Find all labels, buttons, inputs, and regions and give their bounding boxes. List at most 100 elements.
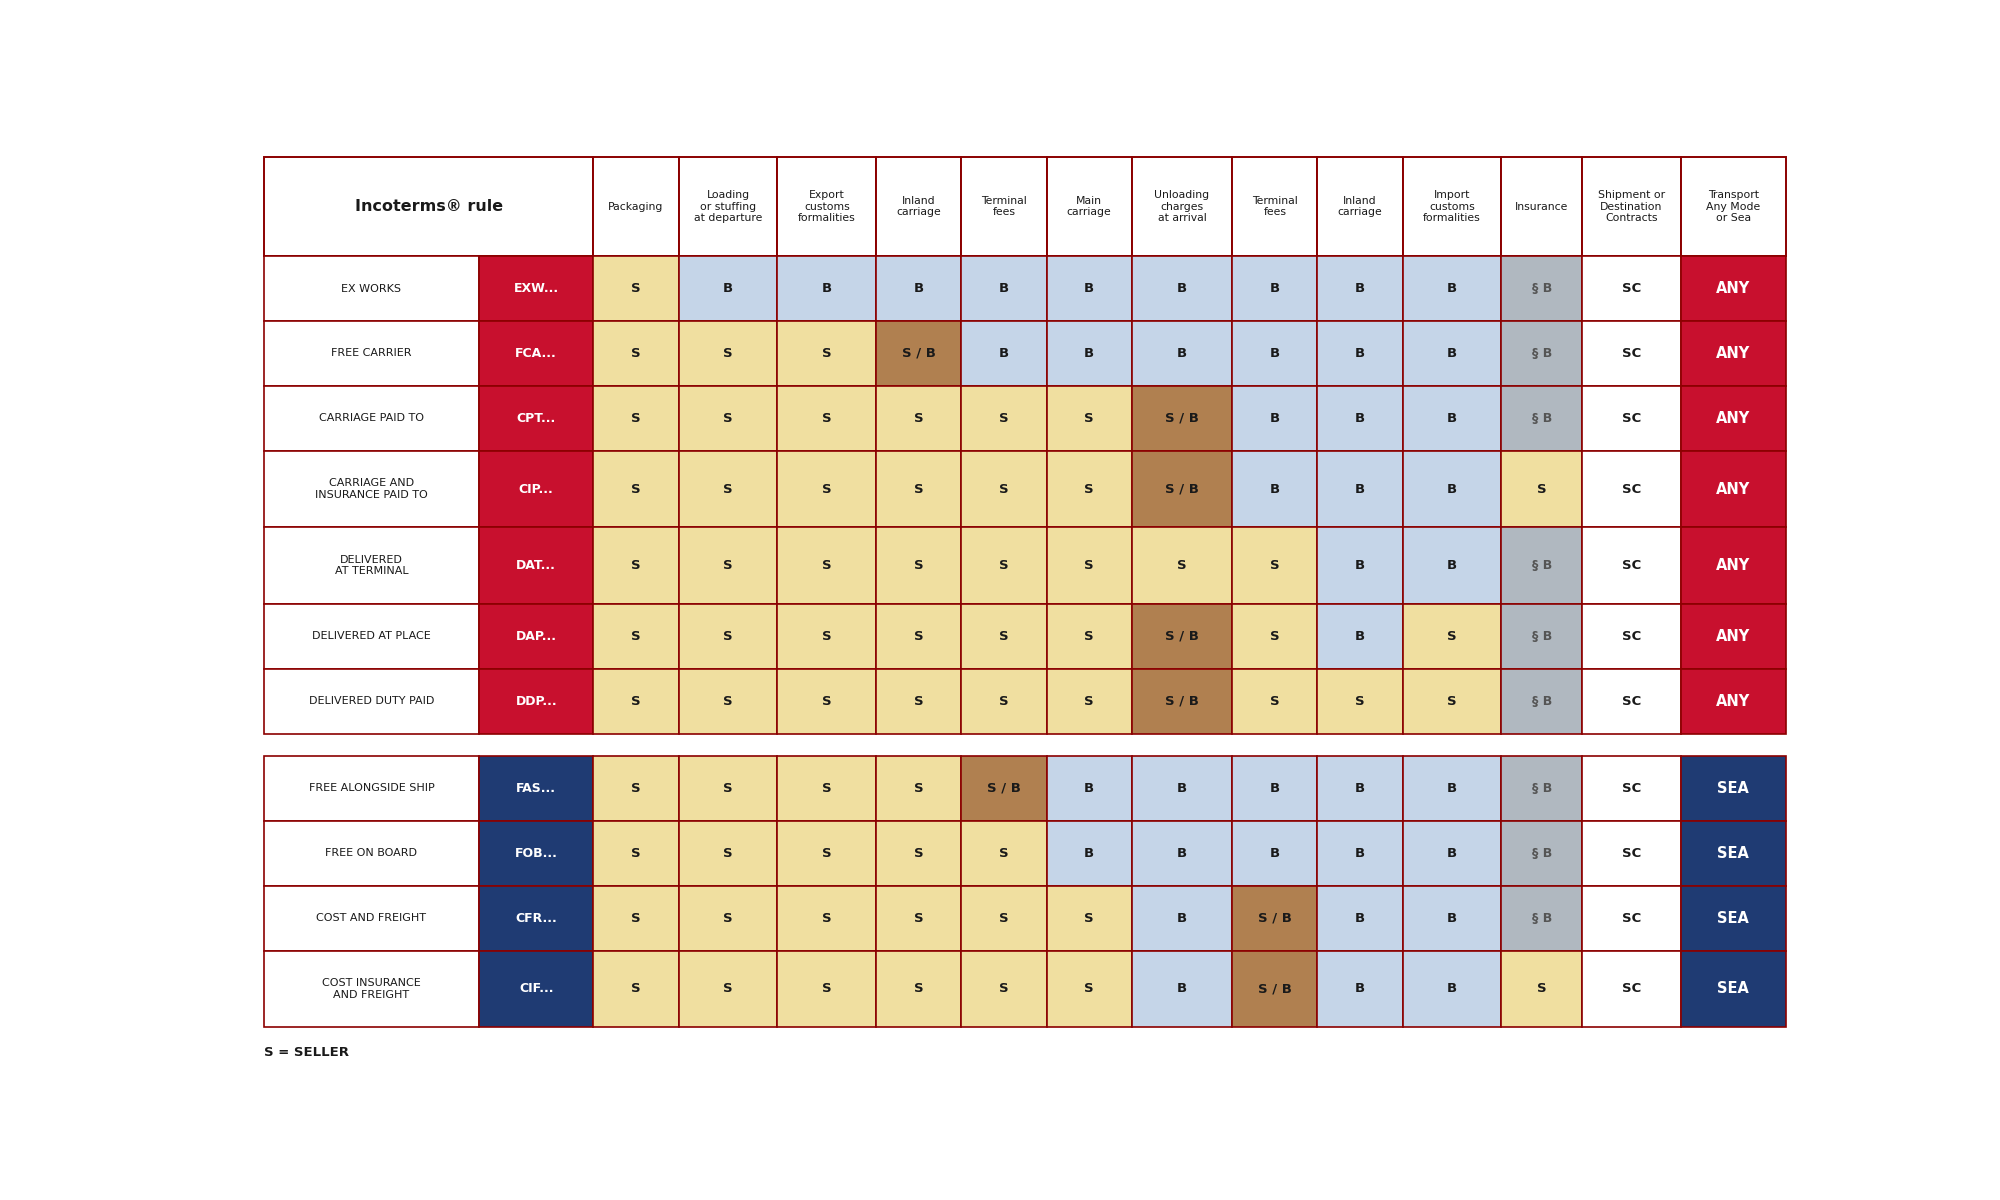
Text: SC: SC bbox=[1622, 412, 1640, 425]
Text: S: S bbox=[1000, 482, 1008, 496]
Text: B: B bbox=[1084, 782, 1094, 794]
Bar bbox=[1046, 886, 1132, 950]
Bar bbox=[1502, 604, 1582, 668]
Bar bbox=[1318, 950, 1402, 1027]
Bar bbox=[1402, 322, 1502, 386]
Bar bbox=[1582, 451, 1680, 527]
Bar bbox=[678, 527, 778, 604]
Bar bbox=[778, 256, 876, 322]
Text: ANY: ANY bbox=[1716, 629, 1750, 643]
Text: S: S bbox=[1448, 695, 1456, 708]
Text: SC: SC bbox=[1622, 630, 1640, 643]
Text: ANY: ANY bbox=[1716, 481, 1750, 497]
Bar bbox=[876, 386, 962, 451]
Bar bbox=[1402, 386, 1502, 451]
Text: SC: SC bbox=[1622, 695, 1640, 708]
Bar bbox=[264, 527, 480, 604]
Bar bbox=[1318, 322, 1402, 386]
Text: B: B bbox=[822, 282, 832, 295]
Bar bbox=[1132, 886, 1232, 950]
Text: S / B: S / B bbox=[902, 347, 936, 360]
Bar bbox=[876, 157, 962, 256]
Bar bbox=[1046, 386, 1132, 451]
Text: B: B bbox=[1084, 282, 1094, 295]
Bar bbox=[1680, 256, 1786, 322]
Text: B: B bbox=[914, 282, 924, 295]
Text: S: S bbox=[632, 782, 640, 794]
Bar bbox=[962, 386, 1046, 451]
Text: S: S bbox=[1000, 695, 1008, 708]
Bar bbox=[594, 322, 678, 386]
Text: S / B: S / B bbox=[1166, 630, 1198, 643]
Text: S: S bbox=[1000, 559, 1008, 572]
Text: S: S bbox=[1270, 630, 1280, 643]
Text: S: S bbox=[914, 782, 924, 794]
Text: SEA: SEA bbox=[1718, 911, 1750, 925]
Text: S: S bbox=[724, 983, 732, 996]
Text: S: S bbox=[914, 983, 924, 996]
Bar bbox=[1046, 322, 1132, 386]
Text: B: B bbox=[1270, 282, 1280, 295]
Bar bbox=[778, 322, 876, 386]
Text: § B: § B bbox=[1532, 912, 1552, 925]
Bar bbox=[678, 451, 778, 527]
Text: S / B: S / B bbox=[1258, 912, 1292, 925]
Text: B: B bbox=[1354, 630, 1366, 643]
Bar bbox=[1502, 821, 1582, 886]
Text: S: S bbox=[632, 559, 640, 572]
Bar bbox=[1680, 386, 1786, 451]
Bar bbox=[962, 821, 1046, 886]
Bar bbox=[962, 322, 1046, 386]
Bar bbox=[594, 157, 678, 256]
Bar bbox=[594, 950, 678, 1027]
Text: S: S bbox=[1000, 630, 1008, 643]
Bar bbox=[594, 668, 678, 733]
Text: B: B bbox=[1354, 912, 1366, 925]
Text: B: B bbox=[1446, 912, 1458, 925]
Text: B: B bbox=[1176, 782, 1188, 794]
Text: B: B bbox=[1446, 412, 1458, 425]
Text: B: B bbox=[1446, 782, 1458, 794]
Bar bbox=[1402, 157, 1502, 256]
Bar bbox=[1680, 950, 1786, 1027]
Bar bbox=[480, 527, 594, 604]
Bar bbox=[1046, 668, 1132, 733]
Text: ANY: ANY bbox=[1716, 558, 1750, 574]
Bar bbox=[1402, 527, 1502, 604]
Bar bbox=[264, 821, 480, 886]
Bar bbox=[1318, 886, 1402, 950]
Bar bbox=[962, 604, 1046, 668]
Bar bbox=[594, 256, 678, 322]
Text: S: S bbox=[724, 630, 732, 643]
Text: CARRIAGE AND
INSURANCE PAID TO: CARRIAGE AND INSURANCE PAID TO bbox=[316, 479, 428, 500]
Bar bbox=[1132, 322, 1232, 386]
Bar bbox=[1318, 668, 1402, 733]
Text: S: S bbox=[1270, 695, 1280, 708]
Text: B: B bbox=[1446, 559, 1458, 572]
Bar bbox=[1046, 604, 1132, 668]
Bar bbox=[1232, 386, 1318, 451]
Text: S: S bbox=[1536, 482, 1546, 496]
Bar bbox=[678, 322, 778, 386]
Text: S: S bbox=[632, 847, 640, 860]
Text: Loading
or stuffing
at departure: Loading or stuffing at departure bbox=[694, 190, 762, 223]
Text: S: S bbox=[1084, 983, 1094, 996]
Bar bbox=[264, 322, 480, 386]
Text: S: S bbox=[822, 347, 832, 360]
Bar bbox=[1502, 950, 1582, 1027]
Text: SC: SC bbox=[1622, 282, 1640, 295]
Text: S: S bbox=[822, 912, 832, 925]
Bar bbox=[1132, 527, 1232, 604]
Text: § B: § B bbox=[1532, 630, 1552, 643]
Bar bbox=[678, 886, 778, 950]
Bar bbox=[594, 527, 678, 604]
Bar bbox=[876, 527, 962, 604]
Text: B: B bbox=[1176, 347, 1188, 360]
Bar bbox=[480, 950, 594, 1027]
Bar bbox=[1502, 256, 1582, 322]
Text: S = SELLER: S = SELLER bbox=[264, 1045, 348, 1058]
Bar bbox=[264, 668, 480, 733]
Bar bbox=[678, 604, 778, 668]
Text: S: S bbox=[632, 983, 640, 996]
Bar bbox=[1582, 157, 1680, 256]
